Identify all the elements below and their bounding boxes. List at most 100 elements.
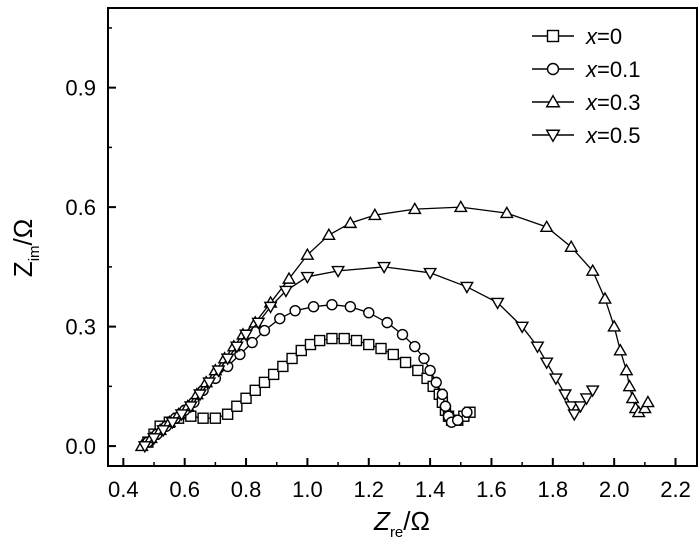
data-point bbox=[251, 317, 266, 330]
data-point bbox=[350, 334, 363, 347]
data-point bbox=[286, 352, 298, 365]
data-point bbox=[258, 324, 271, 337]
legend-label: x=0 bbox=[585, 24, 622, 49]
data-point bbox=[277, 360, 289, 373]
data-point bbox=[412, 364, 424, 377]
data-point bbox=[258, 376, 271, 389]
axes: 0.4 0.6 0.8 1.0 1.2 1.4 1.6 1.8 2.0 2.2 0.0 0.3 0.6 0… bbox=[65, 7, 698, 502]
data-point bbox=[304, 338, 317, 351]
data-point bbox=[439, 400, 452, 412]
data-point bbox=[375, 342, 387, 355]
plot-series bbox=[134, 199, 655, 454]
x-tick-label: 1.4 bbox=[415, 477, 446, 502]
y-tick-label: 0.9 bbox=[65, 76, 96, 101]
data-point bbox=[499, 205, 514, 219]
data-point bbox=[307, 300, 320, 313]
legend-marker bbox=[546, 62, 560, 76]
x-tick-label: 0.4 bbox=[108, 477, 139, 502]
plot-frame bbox=[107, 7, 698, 467]
data-point bbox=[367, 207, 382, 221]
data-point bbox=[573, 401, 588, 414]
data-point bbox=[399, 356, 412, 369]
legend-marker bbox=[546, 29, 560, 43]
data-point bbox=[530, 341, 545, 354]
data-point bbox=[418, 352, 430, 365]
data-point bbox=[396, 328, 409, 341]
data-point bbox=[461, 406, 473, 418]
data-point bbox=[282, 271, 296, 284]
data-point bbox=[585, 263, 600, 276]
data-point bbox=[246, 336, 258, 349]
legend-label: x=0.3 bbox=[585, 90, 640, 115]
data-point bbox=[300, 271, 315, 284]
y-tick-label: 0.0 bbox=[65, 434, 96, 459]
data-point bbox=[607, 319, 622, 332]
data-point bbox=[289, 304, 301, 317]
data-point bbox=[564, 401, 579, 414]
data-point bbox=[567, 409, 582, 422]
data-point bbox=[377, 261, 392, 275]
y-axis-title: Zim/Ω bbox=[8, 219, 43, 277]
data-point bbox=[363, 338, 375, 351]
data-point bbox=[459, 281, 474, 294]
data-point bbox=[239, 329, 254, 342]
data-point bbox=[387, 348, 399, 361]
data-point bbox=[453, 199, 468, 213]
data-point bbox=[430, 376, 442, 389]
data-point bbox=[548, 373, 563, 386]
data-point bbox=[338, 332, 350, 345]
y-tick-label: 0.3 bbox=[65, 315, 96, 340]
legend-marker bbox=[545, 94, 561, 108]
legend-marker bbox=[545, 129, 561, 143]
data-point bbox=[579, 393, 594, 406]
legend-entry: x=0.1 bbox=[532, 57, 640, 82]
data-point bbox=[423, 267, 438, 281]
data-point bbox=[229, 341, 244, 354]
data-point bbox=[585, 385, 600, 398]
data-point bbox=[267, 368, 280, 381]
legend-label: x=0.1 bbox=[585, 57, 640, 82]
data-point bbox=[381, 316, 393, 329]
data-point bbox=[147, 433, 161, 446]
x-tick-label: 1.6 bbox=[476, 477, 507, 502]
data-point bbox=[326, 299, 338, 311]
data-point bbox=[622, 379, 637, 392]
data-point bbox=[156, 425, 171, 438]
data-point bbox=[619, 363, 634, 376]
data-point bbox=[409, 340, 421, 353]
data-point bbox=[598, 291, 612, 304]
data-point bbox=[295, 344, 307, 357]
data-point bbox=[220, 353, 235, 366]
data-point bbox=[211, 365, 226, 378]
x-tick-label: 1.8 bbox=[538, 477, 569, 502]
x-tick-label: 1.0 bbox=[292, 477, 323, 502]
data-point bbox=[613, 343, 628, 356]
x-tick-label: 1.2 bbox=[353, 477, 384, 502]
data-point bbox=[174, 409, 189, 422]
x-tick-label: 2.0 bbox=[599, 477, 630, 502]
legend: x=0 x=0.1 x=0.3 x=0.5 bbox=[532, 24, 640, 148]
legend-label: x=0.5 bbox=[585, 123, 640, 148]
data-point bbox=[326, 332, 338, 345]
data-point bbox=[193, 389, 207, 402]
y-tick-label: 0.6 bbox=[65, 195, 96, 220]
data-point bbox=[363, 306, 375, 319]
data-point bbox=[625, 391, 640, 404]
data-point bbox=[240, 392, 252, 404]
data-point bbox=[209, 412, 222, 424]
data-point bbox=[221, 408, 234, 420]
data-point bbox=[278, 285, 293, 298]
data-point bbox=[197, 412, 209, 424]
data-point bbox=[183, 401, 198, 414]
x-axis-title: Zre/Ω bbox=[373, 506, 430, 541]
data-point bbox=[321, 227, 336, 241]
data-point bbox=[452, 414, 464, 426]
data-point bbox=[300, 247, 315, 260]
x-tick-label: 0.6 bbox=[169, 477, 200, 502]
data-point bbox=[558, 389, 573, 402]
data-point bbox=[424, 364, 436, 377]
data-point bbox=[202, 377, 217, 390]
data-point bbox=[344, 300, 357, 313]
data-point bbox=[231, 400, 243, 412]
